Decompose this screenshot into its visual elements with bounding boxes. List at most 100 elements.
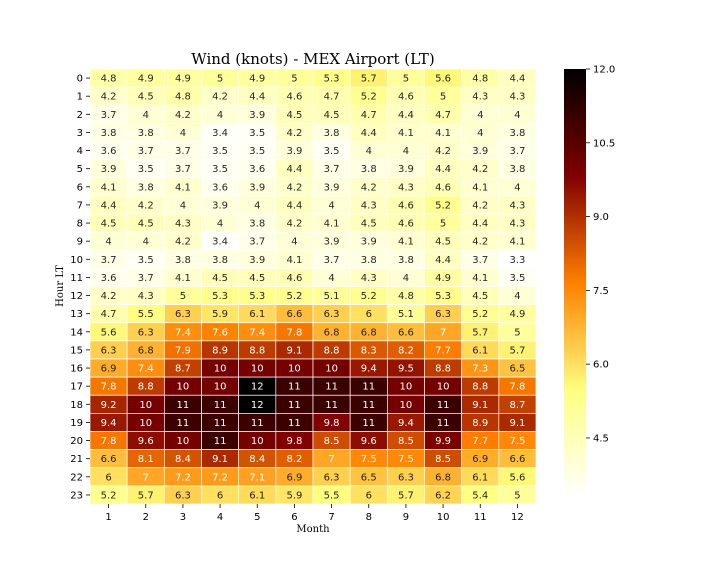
heatmap-cell-label: 4.7 xyxy=(101,309,117,320)
heatmap-cell-label: 4.5 xyxy=(435,237,451,248)
heatmap-cell-label: 3.8 xyxy=(509,164,525,175)
heatmap-cell-label: 3.9 xyxy=(361,237,377,248)
heatmap-cell-label: 7.2 xyxy=(212,472,228,483)
heatmap-cell-label: 4.9 xyxy=(138,74,154,85)
heatmap-cell-label: 4 xyxy=(217,110,223,121)
heatmap-cell-label: 4.5 xyxy=(286,110,302,121)
heatmap-cell-label: 3.9 xyxy=(249,255,265,266)
y-tick-label: 21 xyxy=(70,454,83,465)
heatmap-cell-label: 8.8 xyxy=(249,345,265,356)
heatmap-cell-label: 11 xyxy=(362,382,375,393)
heatmap-cell-label: 3.5 xyxy=(509,273,525,284)
x-tick-label: 2 xyxy=(143,512,149,523)
heatmap-cell-label: 5.7 xyxy=(398,490,414,501)
heatmap-cell-label: 4 xyxy=(180,128,186,139)
x-tick-label: 1 xyxy=(105,512,111,523)
heatmap-cell-label: 4.8 xyxy=(398,291,414,302)
heatmap-cell-label: 10 xyxy=(325,364,338,375)
heatmap-cell-label: 4.5 xyxy=(324,110,340,121)
heatmap-cell-label: 3.6 xyxy=(101,273,117,284)
heatmap-cell-label: 9.5 xyxy=(398,364,414,375)
heatmap-cell-label: 5 xyxy=(514,327,520,338)
heatmap-cell-label: 9.1 xyxy=(212,454,228,465)
heatmap-cell-label: 7.8 xyxy=(101,436,117,447)
heatmap-cell-label: 11 xyxy=(288,400,301,411)
heatmap-cell-label: 11 xyxy=(437,400,450,411)
heatmap-cell-label: 6.9 xyxy=(472,454,488,465)
heatmap-cell-label: 3.4 xyxy=(212,128,228,139)
x-tick-label: 5 xyxy=(254,512,260,523)
heatmap-cell-label: 4 xyxy=(291,237,297,248)
heatmap-cell-label: 4.8 xyxy=(175,92,191,103)
heatmap-cell-label: 5.5 xyxy=(138,309,154,320)
heatmap-cell-label: 3.8 xyxy=(324,128,340,139)
colorbar: 4.5 6.0 7.5 9.0 10.5 12.0 xyxy=(564,65,615,497)
heatmap-cell-label: 4 xyxy=(217,219,223,230)
heatmap-cell-label: 3.5 xyxy=(212,146,228,157)
heatmap-cell-label: 5 xyxy=(217,74,223,85)
heatmap-cell-label: 5.1 xyxy=(398,309,414,320)
heatmap-cell-label: 8.8 xyxy=(138,382,154,393)
heatmap-cell-label: 5.7 xyxy=(509,345,525,356)
y-tick-label: 11 xyxy=(70,273,83,284)
heatmap-cell-label: 5.2 xyxy=(361,92,377,103)
heatmap-cell-label: 9.6 xyxy=(361,436,377,447)
heatmap-cell-label: 4.2 xyxy=(175,110,191,121)
heatmap-cell-label: 11 xyxy=(251,418,264,429)
heatmap-cell-label: 7.9 xyxy=(175,345,191,356)
heatmap-cell-label: 4.9 xyxy=(249,74,265,85)
heatmap-cell-label: 10 xyxy=(139,418,152,429)
heatmap-cell-label: 4 xyxy=(477,110,483,121)
heatmap-cells xyxy=(89,68,537,505)
heatmap-cell-label: 8.2 xyxy=(286,454,302,465)
heatmap-cell-label: 3.7 xyxy=(175,146,191,157)
colorbar-tick-label: 9.0 xyxy=(593,212,609,223)
x-tick-label: 7 xyxy=(328,512,334,523)
heatmap-cell-label: 6.2 xyxy=(435,490,451,501)
heatmap-cell-label: 10 xyxy=(214,382,227,393)
heatmap-cell-label: 3.8 xyxy=(138,128,154,139)
heatmap-cell-label: 4.4 xyxy=(361,128,377,139)
heatmap-cell-label: 3.8 xyxy=(361,255,377,266)
heatmap-cell-label: 3.5 xyxy=(324,146,340,157)
heatmap-cell-label: 5.3 xyxy=(435,291,451,302)
heatmap-cell-label: 4.9 xyxy=(175,74,191,85)
heatmap-cell-label: 6.6 xyxy=(286,309,302,320)
heatmap-cell-label: 11 xyxy=(288,382,301,393)
y-tick-label: 4 xyxy=(77,146,83,157)
heatmap-cell-label: 4.4 xyxy=(101,200,117,211)
heatmap-cell-label: 4.1 xyxy=(286,255,302,266)
heatmap-cell-label: 5.7 xyxy=(361,74,377,85)
y-tick-label: 0 xyxy=(77,74,83,85)
heatmap-cell-label: 7.2 xyxy=(175,472,191,483)
heatmap-cell-label: 5.6 xyxy=(509,472,525,483)
heatmap-cell-label: 7.5 xyxy=(398,454,414,465)
colorbar-tick-label: 4.5 xyxy=(593,433,609,444)
heatmap-cell-label: 6 xyxy=(217,490,223,501)
x-axis-ticks: 1 2 3 4 5 6 7 8 9 10 11 12 xyxy=(105,504,524,523)
heatmap-cell-label: 9.4 xyxy=(398,418,414,429)
colorbar-tick-label: 7.5 xyxy=(593,286,609,297)
heatmap-cell-label: 4.1 xyxy=(472,273,488,284)
heatmap-cell-label: 6.3 xyxy=(398,472,414,483)
heatmap-cell-label: 5.6 xyxy=(101,327,117,338)
heatmap-cell-label: 7.4 xyxy=(138,364,154,375)
y-tick-label: 3 xyxy=(77,128,83,139)
heatmap-cell-label: 5 xyxy=(291,74,297,85)
heatmap-cell-label: 4.5 xyxy=(212,273,228,284)
heatmap-cell-label: 4.4 xyxy=(286,164,302,175)
heatmap-cell-label: 8.1 xyxy=(138,454,154,465)
heatmap-cell-label: 11 xyxy=(325,400,338,411)
heatmap-cell-label: 7.8 xyxy=(509,382,525,393)
y-tick-label: 17 xyxy=(70,382,83,393)
heatmap-cell-label: 6.1 xyxy=(472,345,488,356)
heatmap-cell-label: 10 xyxy=(177,436,190,447)
heatmap-cell-label: 3.8 xyxy=(398,255,414,266)
heatmap-cell-label: 4.6 xyxy=(398,92,414,103)
heatmap-cell-label: 4.2 xyxy=(472,237,488,248)
heatmap-cell-label: 3.4 xyxy=(212,237,228,248)
heatmap-cell-label: 4 xyxy=(328,273,334,284)
heatmap-cell-label: 5.9 xyxy=(286,490,302,501)
heatmap-cell-label: 9.6 xyxy=(138,436,154,447)
heatmap-cell-label: 8.8 xyxy=(435,364,451,375)
